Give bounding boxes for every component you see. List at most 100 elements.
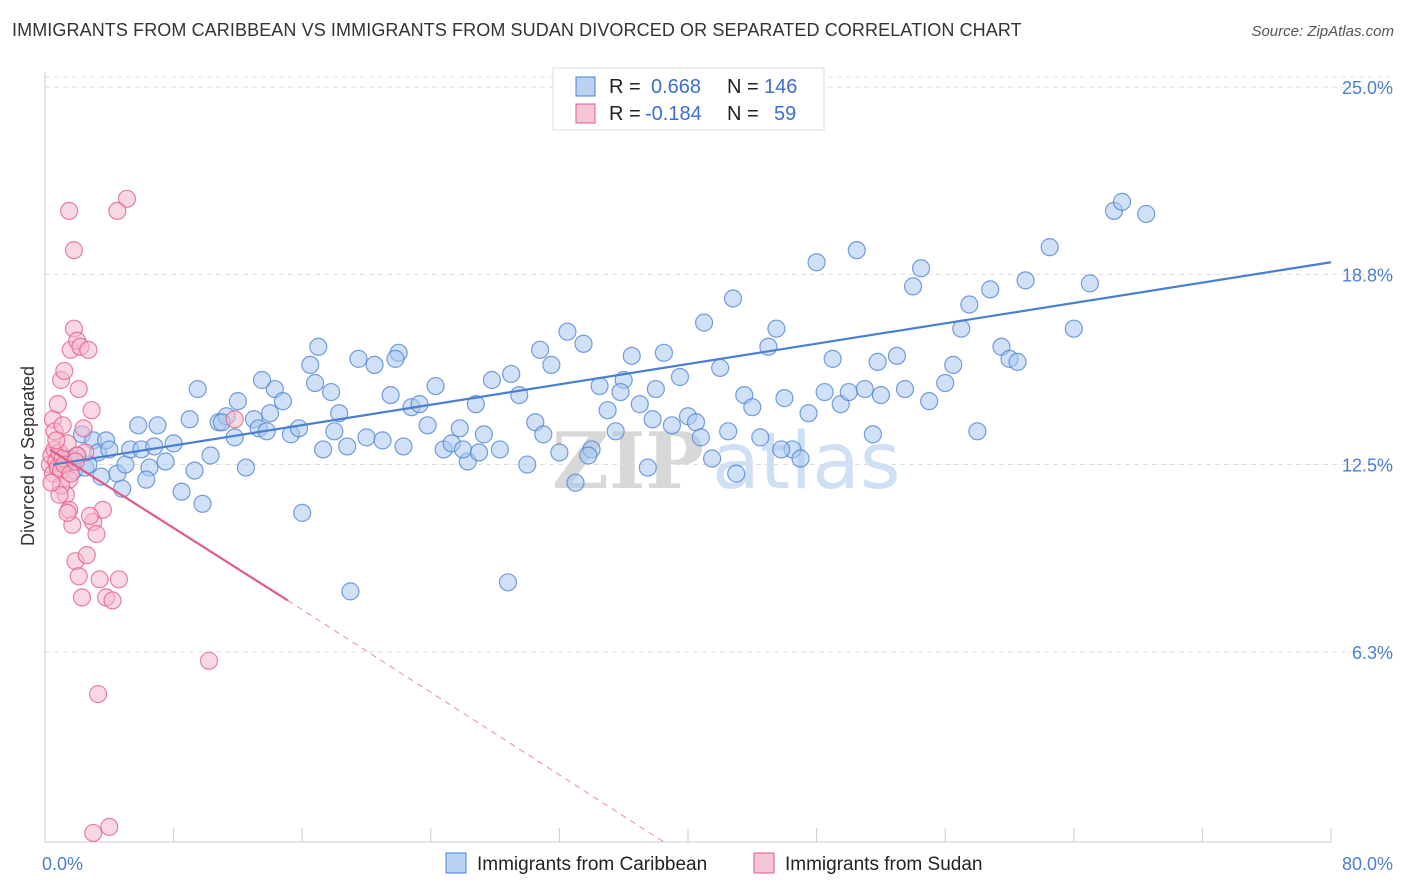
point-caribbean [743,398,762,417]
point-caribbean [968,422,987,441]
legend-swatch-sudan [575,103,596,124]
point-caribbean [410,395,429,414]
y-tick-label: 18.8% [1342,265,1393,285]
point-caribbean [322,382,341,402]
point-sudan [69,567,88,586]
point-caribbean [871,385,891,405]
point-caribbean [936,373,955,393]
point-caribbean [338,437,357,456]
point-caribbean [137,470,156,489]
tick-labels: 6.3% 12.5% 18.8% 25.0% 0.0% 80.0% [42,78,1393,874]
point-caribbean [148,416,167,435]
point-caribbean [293,503,312,522]
point-caribbean [981,280,1000,299]
legend-r-value: 0.668 [651,76,701,98]
point-caribbean [341,582,360,601]
bottom-legend-sudan: Immigrants from Sudan [785,854,982,875]
point-caribbean [863,425,882,444]
point-caribbean [911,259,931,278]
point-caribbean [172,482,191,501]
point-sudan [100,817,119,837]
x-tick-label-max: 80.0% [1342,854,1393,874]
y-axis-label: Divorced or Separated [18,366,38,546]
point-caribbean [654,343,673,362]
point-caribbean [574,334,593,353]
point-caribbean [638,458,657,477]
point-caribbean [775,389,794,408]
point-caribbean [606,422,625,441]
point-sudan [90,570,109,589]
legend-r-value: -0.184 [645,103,702,125]
point-sudan [199,651,219,670]
point-sudan [69,379,88,399]
point-caribbean [1080,274,1099,293]
point-caribbean [201,446,220,465]
watermark-zip: ZIP [552,416,704,507]
y-tick-label: 12.5% [1342,456,1393,476]
point-caribbean [469,443,489,462]
point-caribbean [670,367,690,387]
point-sudan [64,241,84,260]
point-caribbean [450,419,469,438]
point-caribbean [691,428,710,447]
legend-box [552,67,825,131]
bottom-legend-swatch-caribbean [445,852,467,874]
point-sudan [103,591,122,610]
x-tick-label-min: 0.0% [42,854,83,874]
point-caribbean [466,395,485,414]
point-caribbean [252,370,272,390]
point-sudan [82,401,101,420]
point-caribbean [611,382,630,402]
point-caribbean [579,446,598,465]
point-caribbean [1112,192,1132,211]
point-caribbean [960,295,979,314]
bottom-legend-caribbean: Immigrants from Caribbean [477,854,707,875]
point-caribbean [129,416,148,435]
point-sudan [42,473,61,492]
point-caribbean [815,382,834,402]
point-caribbean [349,349,368,368]
point-caribbean [550,443,569,462]
point-caribbean [188,379,207,399]
legend: R = 0.668 N = 146 R = -0.184 N = 59 [552,67,825,131]
legend-n-label: N = [727,76,759,98]
point-caribbean [482,370,501,390]
legend-n-value: 146 [764,76,797,98]
point-sudan [117,189,137,208]
point-caribbean [193,494,212,513]
point-caribbean [855,379,874,399]
trend-line-caribbean [52,261,1332,466]
point-sudan [79,340,98,359]
point-caribbean [887,346,907,365]
legend-r-label: R = [609,103,641,125]
point-caribbean [453,440,473,459]
point-sudan [87,524,106,544]
point-sudan [72,588,92,607]
point-caribbean [156,452,175,471]
point-caribbean [386,349,405,368]
point-caribbean [590,376,609,396]
source-credit: Source: ZipAtlas.com [1251,23,1394,40]
point-caribbean [260,404,280,423]
point-sudan [47,431,66,450]
point-caribbean [944,355,963,375]
point-sudan [48,395,67,414]
trend-lines [49,261,1332,843]
point-caribbean [518,455,537,474]
point-caribbean [418,416,437,435]
trend-line-dashed-sudan [287,600,665,843]
point-caribbean [502,364,521,384]
legend-n-value: 59 [774,103,796,125]
point-caribbean [426,376,445,396]
point-caribbean [498,573,518,592]
point-caribbean [542,355,561,375]
point-caribbean [325,422,344,441]
point-caribbean [772,440,791,459]
point-caribbean [767,319,786,338]
point-sudan [80,506,100,525]
point-sudan [58,503,77,522]
point-caribbean [305,373,325,393]
point-caribbean [490,440,510,459]
legend-swatch-caribbean [575,76,596,97]
point-sudan [84,823,103,843]
